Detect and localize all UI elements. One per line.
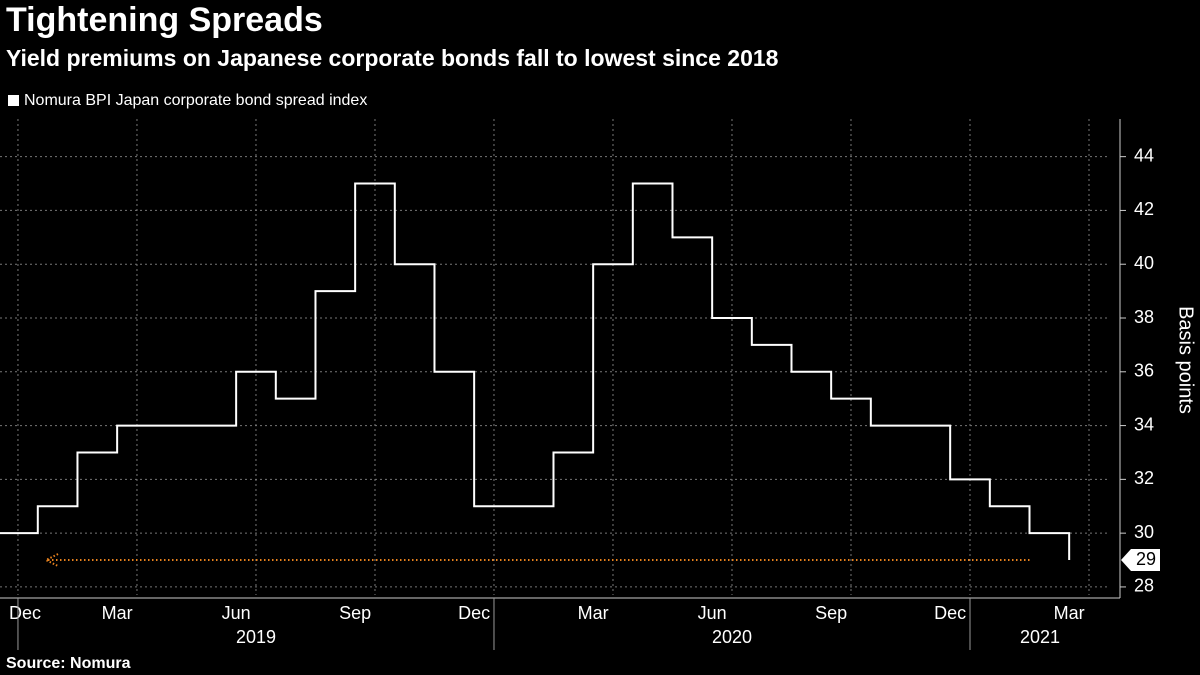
y-tick-label: 28 xyxy=(1134,576,1154,596)
y-tick-label: 42 xyxy=(1134,199,1154,219)
x-tick-label: Mar xyxy=(578,603,609,623)
y-tick-label: 38 xyxy=(1134,307,1154,327)
legend-label: Nomura BPI Japan corporate bond spread i… xyxy=(24,92,367,109)
x-tick-label: Sep xyxy=(339,603,371,623)
y-axis-label: Basis points xyxy=(1175,306,1197,414)
chart-subtitle: Yield premiums on Japanese corporate bon… xyxy=(6,45,779,71)
y-tick-label: 34 xyxy=(1134,414,1154,434)
x-tick-label: Mar xyxy=(102,603,133,623)
series-line xyxy=(0,182,1071,561)
source: Source: Nomura xyxy=(6,655,131,672)
year-label: 2019 xyxy=(236,627,276,647)
reference-label: 29 xyxy=(1136,549,1156,569)
y-tick-label: 32 xyxy=(1134,468,1154,488)
y-tick-label: 40 xyxy=(1134,253,1154,273)
x-tick-label: Dec xyxy=(934,603,966,623)
legend-swatch xyxy=(8,95,19,106)
reference-tag xyxy=(1121,549,1160,572)
x-tick-label: Jun xyxy=(698,603,727,623)
year-label: 2020 xyxy=(712,627,752,647)
x-tick-label: Jun xyxy=(222,603,251,623)
y-tick-label: 30 xyxy=(1134,522,1154,542)
x-tick-label: Mar xyxy=(1054,603,1085,623)
x-tick-label: Sep xyxy=(815,603,847,623)
y-tick-label: 36 xyxy=(1134,361,1154,381)
year-label: 2021 xyxy=(1020,627,1060,647)
reference-arrow xyxy=(43,553,59,567)
x-tick-label: Dec xyxy=(458,603,490,623)
x-tick-label: Dec xyxy=(9,603,41,623)
chart-title: Tightening Spreads xyxy=(6,1,323,39)
y-tick-label: 44 xyxy=(1134,145,1154,165)
